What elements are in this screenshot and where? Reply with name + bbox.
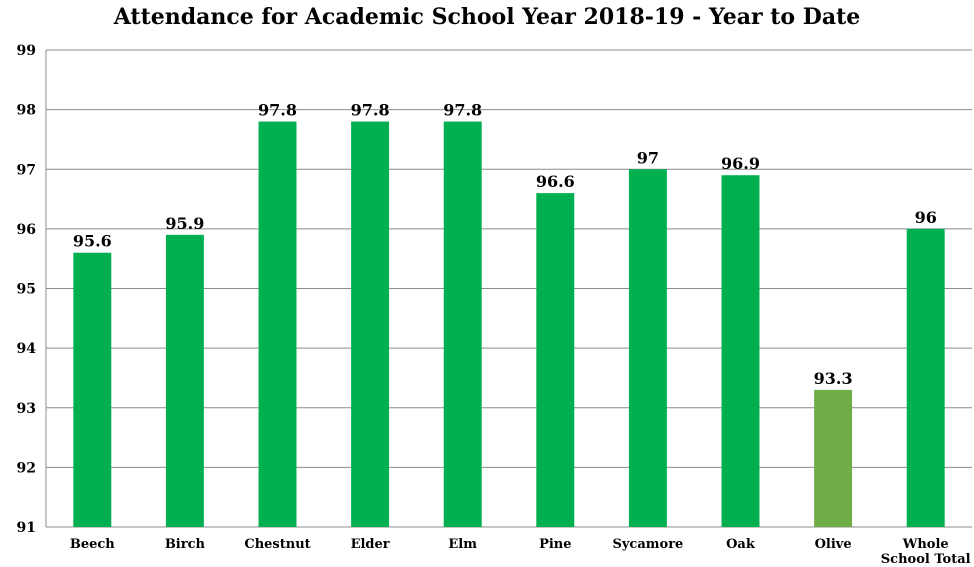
- y-tick-label: 95: [17, 282, 36, 298]
- data-label: 97.8: [258, 101, 297, 120]
- data-label: 96: [915, 208, 937, 227]
- y-tick-label: 92: [17, 460, 36, 476]
- x-tick-label: Elder: [351, 537, 390, 552]
- bar: [536, 193, 575, 527]
- bar: [814, 389, 853, 527]
- bar: [73, 252, 112, 527]
- data-label: 97.8: [443, 101, 482, 120]
- data-label: 95.6: [73, 232, 112, 251]
- x-tick-label: School Total: [881, 552, 971, 567]
- x-tick-label: Oak: [726, 537, 756, 552]
- bar: [721, 175, 760, 527]
- bar: [628, 169, 667, 527]
- x-tick-label: Whole: [902, 537, 949, 552]
- bar: [443, 121, 482, 528]
- x-tick-label: Elm: [448, 537, 477, 552]
- bar: [258, 121, 297, 528]
- y-tick-label: 91: [17, 520, 36, 536]
- x-tick-label: Olive: [815, 537, 852, 552]
- chart-title: Attendance for Academic School Year 2018…: [113, 4, 861, 30]
- data-label: 97.8: [351, 101, 390, 120]
- y-tick-label: 99: [17, 43, 36, 59]
- x-tick-label: Beech: [70, 537, 115, 552]
- y-tick-label: 98: [17, 103, 36, 119]
- x-tick-label: Sycamore: [612, 537, 683, 552]
- data-label: 95.9: [165, 214, 204, 233]
- x-tick-label: Birch: [165, 537, 206, 552]
- y-tick-label: 93: [17, 401, 36, 417]
- bar: [351, 121, 390, 528]
- y-tick-label: 97: [17, 162, 36, 178]
- data-label: 93.3: [814, 369, 853, 388]
- bar: [165, 234, 204, 527]
- y-tick-label: 94: [17, 341, 37, 357]
- data-label: 97: [637, 148, 659, 167]
- data-label: 96.6: [536, 172, 575, 191]
- y-tick-label: 96: [17, 222, 36, 238]
- data-label: 96.9: [721, 154, 760, 173]
- bar: [906, 228, 945, 527]
- x-tick-label: Chestnut: [244, 537, 310, 552]
- x-tick-label: Pine: [539, 537, 571, 552]
